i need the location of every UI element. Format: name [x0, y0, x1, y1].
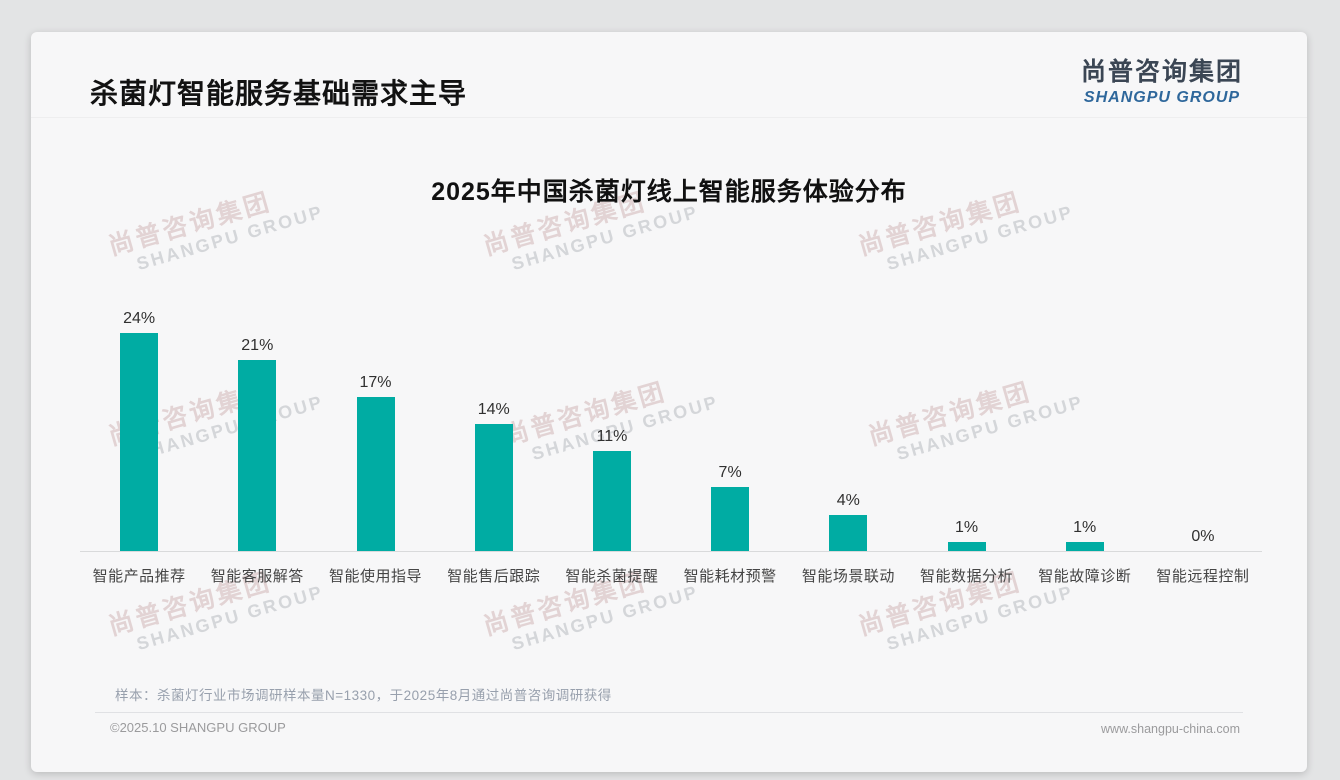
bar-value-label: 17%: [359, 373, 392, 391]
bar-slot: 7%: [671, 464, 789, 551]
bar-slot: 1%: [907, 519, 1025, 551]
slide-header: 杀菌灯智能服务基础需求主导 尚普咨询集团 SHANGPU GROUP: [31, 32, 1307, 118]
bar-value-label: 1%: [954, 518, 979, 536]
category-label: 智能数据分析: [920, 568, 1014, 585]
category-label: 智能售后跟踪: [447, 568, 541, 585]
category-axis: 智能产品推荐 智能客服解答 智能使用指导 智能售后跟踪 智能杀菌提醒 智能耗材预警 智能场景…: [80, 552, 1262, 586]
watermark-text-en: SHANGPU GROUP: [509, 581, 701, 655]
bar-chart: 24% 21% 17% 14% 11% 7% 4% 1% 1% 0% 智能产品推荐 智能客服解答 智能…: [80, 300, 1262, 586]
watermark-text-en: SHANGPU GROUP: [134, 581, 326, 655]
watermark-text-en: SHANGPU GROUP: [509, 201, 701, 275]
logo-text-en: SHANGPU GROUP: [1083, 89, 1241, 106]
bar-slot: 0%: [1144, 528, 1262, 551]
bar-slot: 17%: [316, 374, 434, 551]
watermark-text-en: SHANGPU GROUP: [884, 581, 1076, 655]
bar: [829, 514, 868, 551]
bar-value-label: 24%: [123, 310, 156, 328]
bar-value-label: 1%: [1073, 518, 1097, 536]
bar-value-label: 11%: [596, 428, 628, 446]
bar-slot: 21%: [198, 337, 316, 551]
bar-value-label: 0%: [1191, 528, 1215, 545]
footer-divider: [95, 712, 1243, 713]
bar-value-label: 21%: [241, 337, 274, 355]
bar-slot: 4%: [789, 492, 907, 551]
website-url: www.shangpu-china.com: [1101, 722, 1240, 736]
category-label: 智能产品推荐: [92, 568, 186, 585]
category-label: 智能使用指导: [329, 568, 423, 585]
bar: [474, 423, 513, 551]
copyright-text: ©2025.10 SHANGPU GROUP: [110, 720, 286, 735]
bar: [356, 396, 395, 551]
plot-area: 24% 21% 17% 14% 11% 7% 4% 1% 1% 0%: [80, 300, 1262, 552]
bar: [711, 487, 750, 551]
bar-value-label: 7%: [718, 464, 742, 482]
bar: [238, 360, 277, 551]
watermark-text-en: SHANGPU GROUP: [134, 201, 326, 275]
category-label: 智能场景联动: [801, 568, 895, 585]
category-label: 智能杀菌提醒: [565, 568, 659, 585]
slide-card: 尚普咨询集团 SHANGPU GROUP 尚普咨询集团 SHANGPU GROUP 尚普…: [31, 32, 1307, 772]
logo-text-cn: 尚普咨询集团: [1080, 58, 1243, 86]
sample-note: 样本：杀菌灯行业市场调研样本量N=1330，于2025年8月通过尚普咨询调研获得: [115, 688, 612, 703]
category-label: 智能故障诊断: [1038, 568, 1132, 585]
category-label: 智能耗材预警: [683, 568, 777, 585]
bar: [1065, 541, 1104, 551]
category-label: 智能客服解答: [210, 568, 304, 585]
bar: [120, 333, 159, 551]
bar-slot: 14%: [435, 401, 553, 551]
bar-slot: 11%: [553, 428, 671, 551]
company-logo: 尚普咨询集团 SHANGPU GROUP: [1081, 52, 1243, 107]
category-label: 智能远程控制: [1156, 568, 1250, 585]
bar: [592, 451, 631, 551]
bar: [947, 541, 986, 551]
page-title: 杀菌灯智能服务基础需求主导: [90, 78, 468, 109]
bar-value-label: 14%: [477, 400, 510, 418]
bar-slot: 24%: [80, 310, 198, 551]
bar-value-label: 4%: [836, 491, 860, 509]
chart-title: 2025年中国杀菌灯线上智能服务体验分布: [431, 178, 907, 206]
bar-slot: 1%: [1026, 519, 1144, 551]
watermark-text-en: SHANGPU GROUP: [884, 201, 1076, 275]
